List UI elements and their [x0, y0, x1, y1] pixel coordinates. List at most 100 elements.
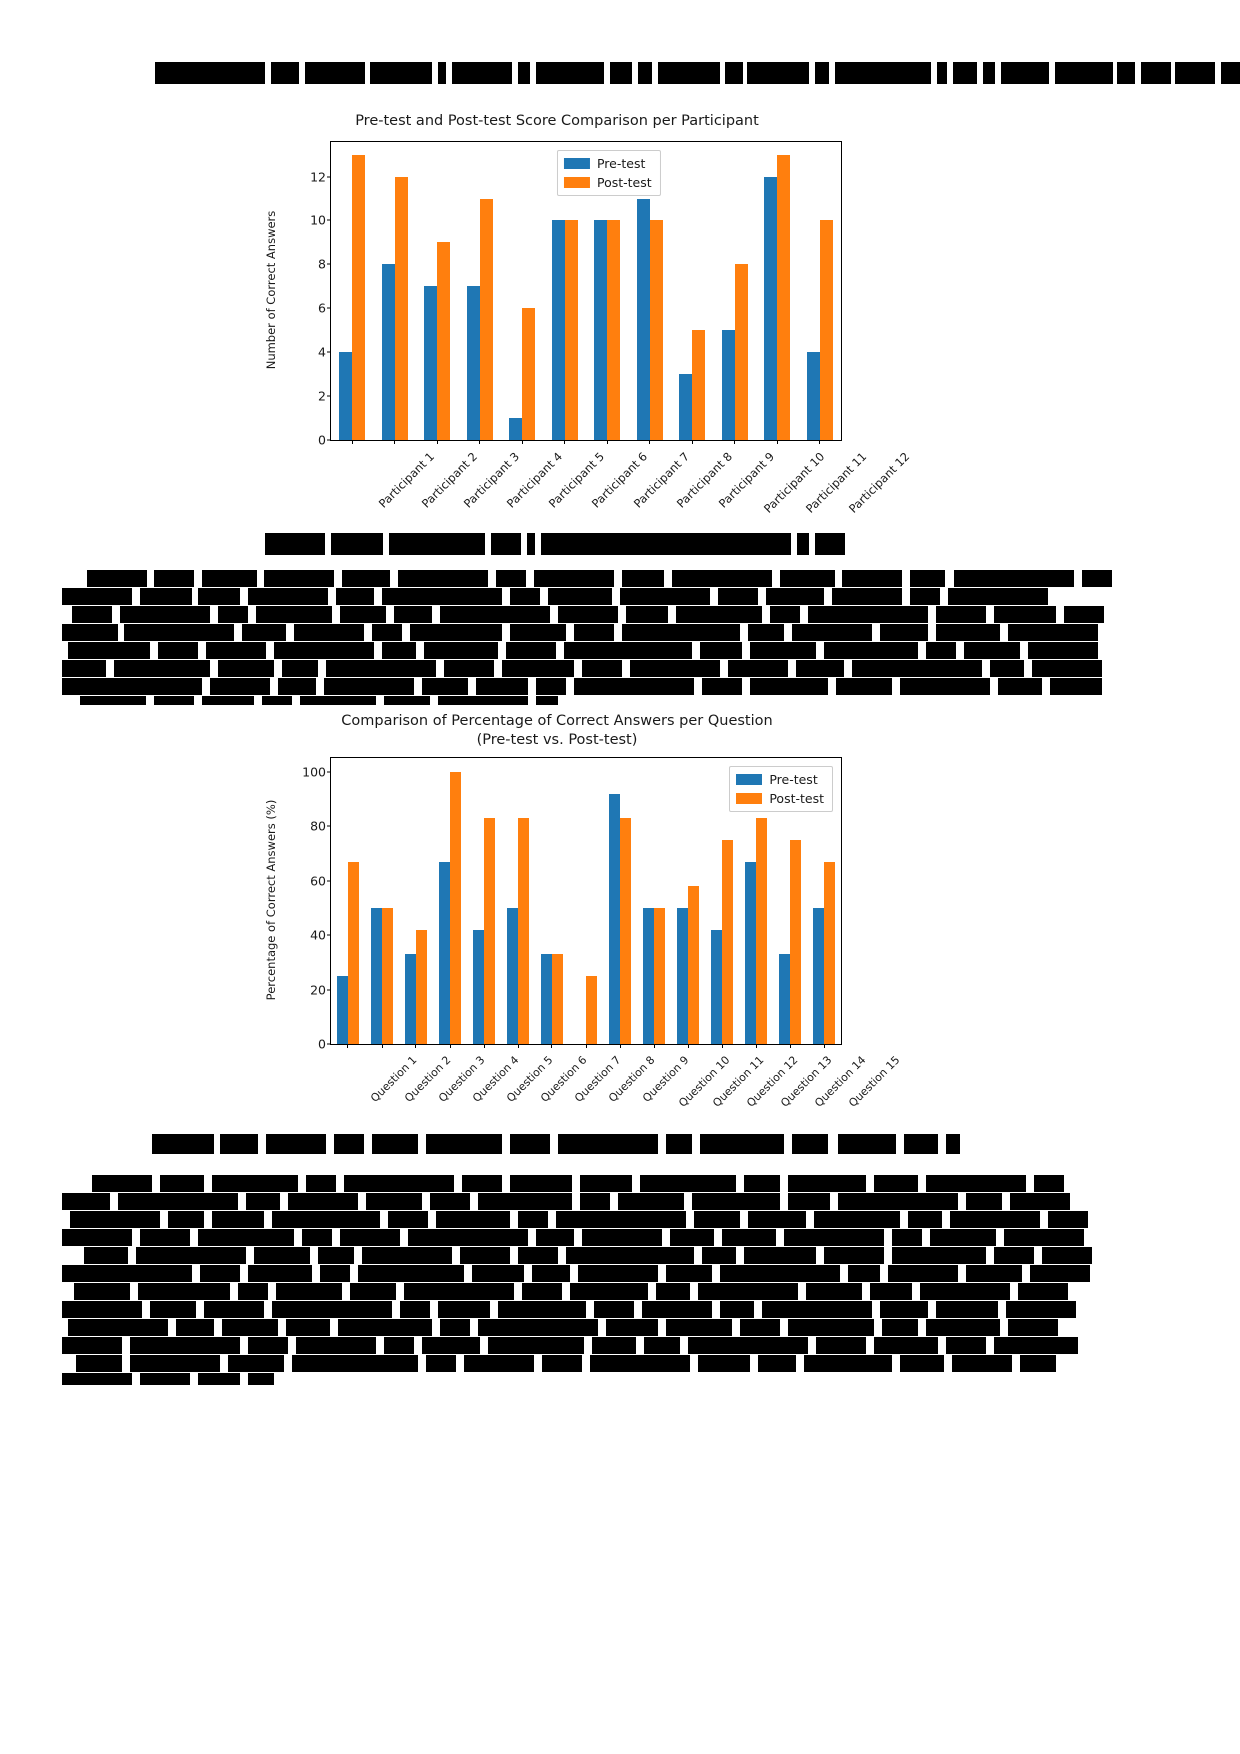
redacted-word [570, 1283, 648, 1300]
redacted-line [62, 642, 1098, 659]
redacted-word [936, 1301, 998, 1318]
redacted-word [76, 1355, 122, 1372]
x-axis-tick-mark [789, 1044, 791, 1049]
redacted-word [296, 1337, 376, 1354]
redacted-word [222, 1319, 278, 1336]
redacted-word [140, 588, 192, 605]
bar-post-test [586, 976, 597, 1045]
bar-pre-test [473, 929, 484, 1045]
redacted-word [748, 1211, 806, 1228]
bar-post-test [522, 308, 536, 440]
redacted-word [926, 1319, 1000, 1336]
redacted-word [948, 588, 1048, 605]
redacted-word [130, 1337, 240, 1354]
y-axis-tick-label: 20 [310, 982, 326, 998]
redacted-word [930, 1229, 996, 1246]
redacted-word [256, 606, 332, 623]
redacted-word [564, 642, 692, 659]
y-axis-tick-label: 6 [318, 300, 326, 316]
bar-post-test [824, 861, 835, 1045]
y-axis-tick-label: 80 [310, 818, 326, 834]
redacted-word [198, 1229, 294, 1246]
redacted-word [888, 1265, 958, 1282]
bar-post-test [734, 264, 748, 440]
redacted-word [874, 1337, 938, 1354]
redacted-line [62, 1283, 1068, 1300]
redacted-word [462, 1175, 502, 1192]
redacted-word [758, 1355, 796, 1372]
redacted-line [62, 1175, 1064, 1192]
redacted-word [72, 606, 112, 623]
redacted-word [835, 62, 931, 84]
bar-series-2 [331, 758, 841, 1045]
redacted-word [62, 1265, 192, 1282]
redacted-line [62, 1337, 1078, 1354]
bar-group [433, 758, 467, 1045]
redacted-word [722, 1229, 776, 1246]
y-axis-tick-mark [327, 989, 331, 991]
redacted-word [950, 1211, 1040, 1228]
bar-group [416, 142, 459, 440]
bar-pre-test [745, 861, 756, 1045]
redacted-word [168, 1211, 204, 1228]
redacted-word [702, 678, 742, 695]
legend-label-post-2: Post-test [769, 791, 824, 807]
x-axis-tick-mark [551, 1044, 553, 1049]
x-axis-tick-mark [381, 1044, 383, 1049]
redacted-word [478, 1193, 572, 1210]
redacted-line [62, 678, 1102, 695]
bar-group [807, 758, 841, 1045]
redacted-word [750, 642, 816, 659]
y-axis-tick-label: 10 [310, 212, 326, 228]
bar-pre-test [643, 907, 654, 1045]
redacted-word [460, 1247, 510, 1264]
redacted-word [140, 1229, 190, 1246]
redacted-word [160, 1175, 204, 1192]
redacted-word [728, 660, 788, 677]
bar-group [331, 142, 374, 440]
redacted-word [344, 1175, 454, 1192]
y-axis-tick-mark [327, 263, 331, 265]
redacted-word [210, 678, 270, 695]
x-axis-tick-mark [479, 439, 481, 444]
redacted-word [672, 570, 772, 587]
redacted-word [436, 1211, 510, 1228]
redacted-word [384, 696, 430, 705]
redacted-word [792, 1134, 828, 1154]
bar-pre-test [609, 793, 620, 1045]
redacted-word [372, 1134, 418, 1154]
bar-group [569, 758, 603, 1045]
redacted-word [422, 678, 468, 695]
redacted-word [994, 1337, 1078, 1354]
bar-series-1 [331, 142, 841, 440]
redacted-word [74, 1283, 130, 1300]
bar-group [799, 142, 842, 440]
redacted-word [748, 624, 784, 641]
redacted-word [1008, 624, 1098, 641]
x-axis-tick-mark [691, 439, 693, 444]
y-axis-tick-mark [327, 307, 331, 309]
redacted-word [248, 1337, 288, 1354]
redacted-word [666, 1134, 692, 1154]
redacted-word [488, 1337, 584, 1354]
redacted-word [202, 696, 254, 705]
redacted-word [198, 1373, 240, 1385]
y-axis-tick-label: 2 [318, 388, 326, 404]
chart-title-2: Comparison of Percentage of Correct Answ… [341, 713, 773, 729]
redacted-word [952, 1355, 1012, 1372]
redacted-word [300, 696, 376, 705]
redacted-word [206, 642, 266, 659]
bar-post-test [552, 954, 563, 1045]
redacted-word [138, 1283, 230, 1300]
redacted-word [478, 1319, 598, 1336]
redacted-word [880, 1301, 928, 1318]
redacted-word [400, 1301, 430, 1318]
redacted-line [155, 62, 1240, 84]
redacted-word [440, 606, 550, 623]
redacted-word [688, 1337, 808, 1354]
bar-pre-test [339, 351, 353, 440]
redacted-word [966, 1193, 1002, 1210]
bar-post-test [518, 818, 529, 1045]
legend-swatch-pre-icon [563, 157, 590, 169]
